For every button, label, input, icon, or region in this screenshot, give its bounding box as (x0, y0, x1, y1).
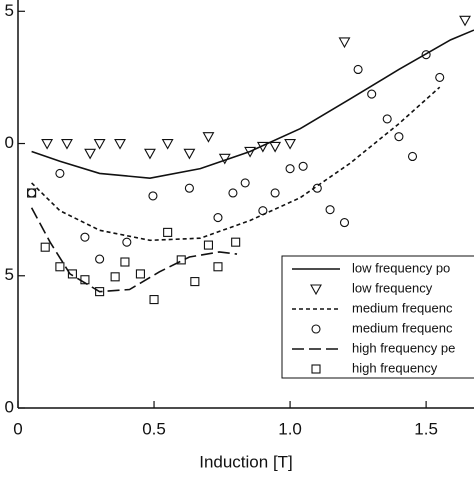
circle-marker (213, 213, 223, 223)
square-marker (40, 242, 50, 252)
triangle-marker (61, 138, 73, 150)
x-tick-label: 0 (13, 419, 22, 438)
square-marker (163, 227, 173, 237)
circle-marker (240, 178, 250, 188)
circle-marker (228, 188, 238, 198)
circle-marker (55, 168, 65, 178)
circle-marker (394, 132, 404, 142)
circle-marker (184, 183, 194, 193)
circle-marker (435, 72, 445, 82)
circle-marker (80, 232, 90, 242)
triangle-marker (338, 37, 351, 49)
square-marker (67, 269, 77, 279)
square-marker (231, 237, 241, 247)
x-tick-label: 1.5 (414, 419, 438, 438)
y-tick-label: 0 (5, 397, 14, 416)
legend-label: low frequency (352, 280, 433, 295)
square-marker (55, 262, 65, 272)
circle-marker (325, 205, 335, 215)
circle-marker (407, 151, 418, 162)
triangle-marker (310, 284, 322, 296)
legend-label: low frequency po (352, 260, 450, 275)
x-tick-label: 1.0 (278, 419, 302, 438)
triangle-marker (114, 138, 126, 150)
square-marker (27, 188, 37, 198)
circle-marker (285, 164, 295, 174)
square-marker (149, 295, 159, 305)
plot-area (27, 15, 474, 305)
circle-marker (258, 206, 268, 216)
y-tick-label: 5 (5, 265, 14, 284)
y-tick-label: 5 (5, 1, 14, 20)
circle-marker (312, 183, 322, 193)
circle-marker (367, 89, 377, 99)
circle-marker (122, 237, 132, 247)
triangle-marker (84, 148, 97, 160)
square-marker (311, 364, 321, 374)
legend-label: high frequency (352, 360, 438, 375)
legend-label: high frequency pe (352, 340, 455, 355)
triangle-marker (244, 146, 257, 158)
square-marker (110, 272, 120, 282)
circle-marker (382, 114, 392, 124)
square-marker (203, 240, 214, 250)
circle-marker (353, 64, 363, 75)
circle-marker (27, 188, 37, 198)
circle-marker (339, 218, 350, 228)
square-marker (120, 257, 130, 267)
x-axis-label: Induction [T] (199, 452, 293, 471)
x-tick-label: 0.5 (142, 419, 166, 438)
square-marker (213, 262, 223, 272)
legend-label: medium frequenc (352, 300, 453, 315)
circle-marker (298, 161, 308, 171)
fit-line (31, 29, 474, 179)
square-marker (176, 255, 186, 265)
legend-box (281, 255, 474, 379)
triangle-marker (256, 141, 269, 153)
square-marker (95, 287, 105, 297)
triangle-marker (93, 138, 106, 150)
square-marker (80, 275, 90, 285)
legend-label: medium frequenc (352, 320, 453, 335)
square-marker (190, 277, 200, 287)
circle-marker (95, 254, 105, 264)
fit-line (30, 207, 238, 293)
fit-line (31, 86, 441, 242)
triangle-marker (144, 148, 156, 160)
triangle-marker (41, 138, 54, 150)
circle-marker (311, 324, 321, 334)
circle-marker (148, 191, 158, 201)
triangle-marker (161, 138, 174, 150)
triangle-marker (218, 153, 231, 165)
y-tick-label: 0 (5, 133, 14, 152)
legend: low frequency po low frequency medium freq… (281, 255, 474, 379)
triangle-marker (183, 148, 196, 160)
triangle-marker (284, 138, 297, 150)
circle-marker (270, 188, 280, 198)
square-marker (135, 269, 145, 279)
triangle-marker (202, 132, 215, 143)
triangle-marker (459, 15, 471, 27)
circle-marker (421, 50, 431, 60)
triangle-marker (269, 141, 282, 153)
